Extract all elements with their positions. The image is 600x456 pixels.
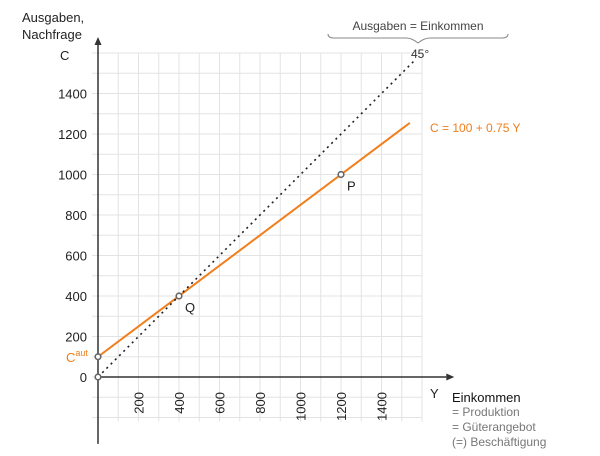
y-axis-symbol: C xyxy=(60,48,69,63)
grid xyxy=(91,52,423,422)
x-axis-label: Einkommen xyxy=(452,390,521,405)
x-axis-note-3: (=) Beschäftigung xyxy=(452,435,546,449)
45-degree-line xyxy=(97,59,416,378)
y-tick-label: 600 xyxy=(65,249,87,264)
c-aut-label: Caut xyxy=(66,348,88,365)
y-axis-arrow xyxy=(94,37,102,45)
x-tick-label: 400 xyxy=(172,392,187,414)
x-tick-label: 1000 xyxy=(294,392,309,421)
point-marker xyxy=(175,292,183,300)
axes xyxy=(94,37,455,444)
point-marker xyxy=(94,373,102,381)
point-marker xyxy=(94,353,102,361)
x-tick-label: 1200 xyxy=(334,392,349,421)
y-axis-label-line2: Nachfrage xyxy=(22,27,82,42)
series-lines xyxy=(97,59,416,378)
curly-brace xyxy=(327,33,509,44)
point-label-q: Q xyxy=(185,300,195,315)
x-axis-note-1: = Produktion xyxy=(452,405,520,419)
points: QP xyxy=(94,170,356,381)
x-axis-symbol: Y xyxy=(430,386,439,401)
x-tick-label: 1400 xyxy=(375,392,390,421)
y-tick-label: 1400 xyxy=(58,87,87,102)
x-tick-label: 200 xyxy=(132,392,147,414)
y-axis-label-line1: Ausgaben, xyxy=(22,10,84,25)
y-tick-label: 1200 xyxy=(58,127,87,142)
x-tick-label: 600 xyxy=(213,392,228,414)
y-tick-label: 1000 xyxy=(58,168,87,183)
y-tick-label: 800 xyxy=(65,208,87,223)
y-tick-label: 400 xyxy=(65,289,87,304)
45-degree-label: 45° xyxy=(411,47,429,61)
consumption-function-label: C = 100 + 0.75 Y xyxy=(430,121,521,135)
point-label-p: P xyxy=(347,179,356,194)
y-tick-label: 0 xyxy=(80,370,87,385)
point-marker xyxy=(337,170,345,179)
y-tick-label: 200 xyxy=(65,330,87,345)
brace-label: Ausgaben = Einkommen xyxy=(352,19,483,33)
x-axis-arrow xyxy=(446,373,455,381)
x-tick-label: 800 xyxy=(253,392,268,414)
x-axis-note-2: = Güterangebot xyxy=(452,420,536,434)
consumption-function-line xyxy=(97,122,411,358)
ticks: 0 200 400 600 800 1000 1200 1400 200 400 600 800 100… xyxy=(58,87,389,421)
